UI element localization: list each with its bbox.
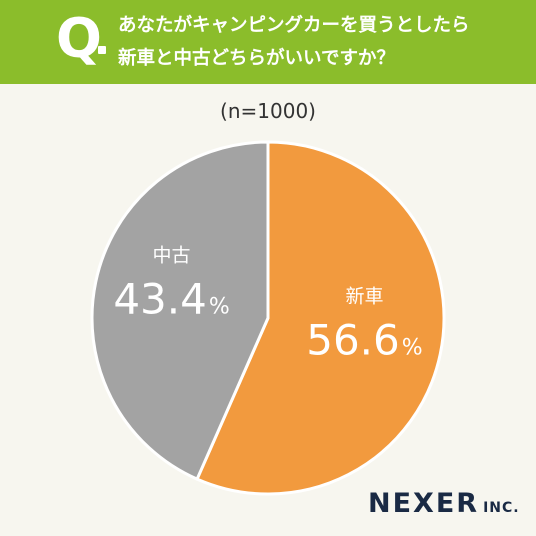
question-line-2: 新車と中古どちらがいいですか？ [118,48,395,69]
logo-text: NEXER [368,488,480,519]
pie-slice-1 [195,140,446,496]
pie-slices [90,140,446,496]
pie-slice-2 [90,140,270,481]
question-marker-dot [98,46,106,54]
question-line-1: あなたがキャンピングカーを買うとしたら [118,15,470,36]
question-text: あなたがキャンピングカーを買うとしたら 新車と中古どちらがいいですか？ [118,9,528,75]
pie-slice-value-1: 56.6% [306,315,422,364]
logo-suffix: INC. [483,500,520,516]
pie-labels: 新車 56.6% 中古 43.4% [113,245,422,365]
nexer-logo: NEXER INC. [368,488,520,519]
question-marker: Q [56,7,102,70]
pie-slice-label-1: 新車 [345,285,383,307]
sample-size: (n=1000) [220,99,316,123]
pie-slice-label-2: 中古 [153,245,191,267]
question-banner: Q あなたがキャンピングカーを買うとしたら 新車と中古どちらがいいですか？ [0,0,536,84]
pie-slice-value-2: 43.4% [113,275,229,324]
